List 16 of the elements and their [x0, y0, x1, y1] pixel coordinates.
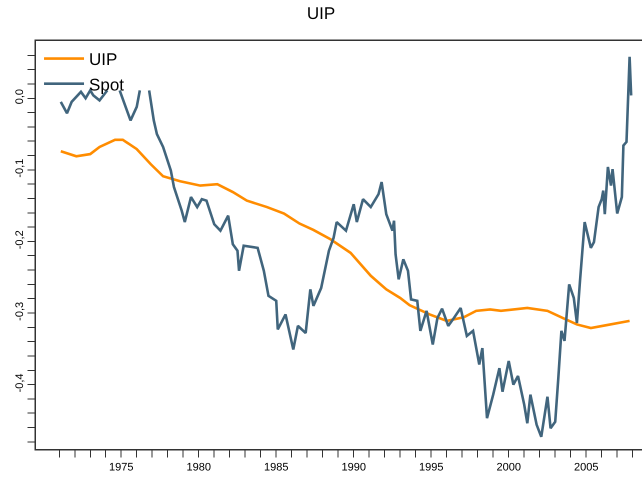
legend-label: Spot — [89, 75, 124, 94]
y-tick-label: -0,4 — [14, 373, 26, 392]
x-tick-label: 1980 — [186, 462, 211, 474]
line-series — [60, 138, 631, 330]
y-tick-label: 0,0 — [14, 88, 26, 104]
chart-title: UIP — [306, 4, 336, 24]
x-tick-label: 2000 — [496, 462, 521, 474]
x-tick-label: 2005 — [574, 462, 598, 474]
x-tick-label: 1975 — [109, 462, 134, 474]
y-tick-label: -0,2 — [14, 230, 26, 250]
y-tick-label: -0,1 — [14, 158, 26, 178]
x-tick-label: 1985 — [264, 462, 288, 474]
x-tick-label: 1990 — [341, 462, 366, 474]
x-tick-label: 1995 — [418, 462, 444, 474]
legend-label: UIP — [89, 50, 118, 70]
y-tick-label: -0,3 — [14, 302, 26, 321]
